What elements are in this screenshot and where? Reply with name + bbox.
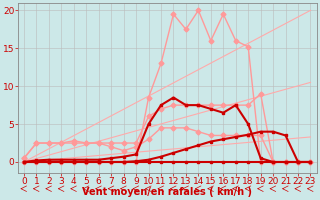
X-axis label: Vent moyen/en rafales ( km/h ): Vent moyen/en rafales ( km/h ) [82,187,252,197]
